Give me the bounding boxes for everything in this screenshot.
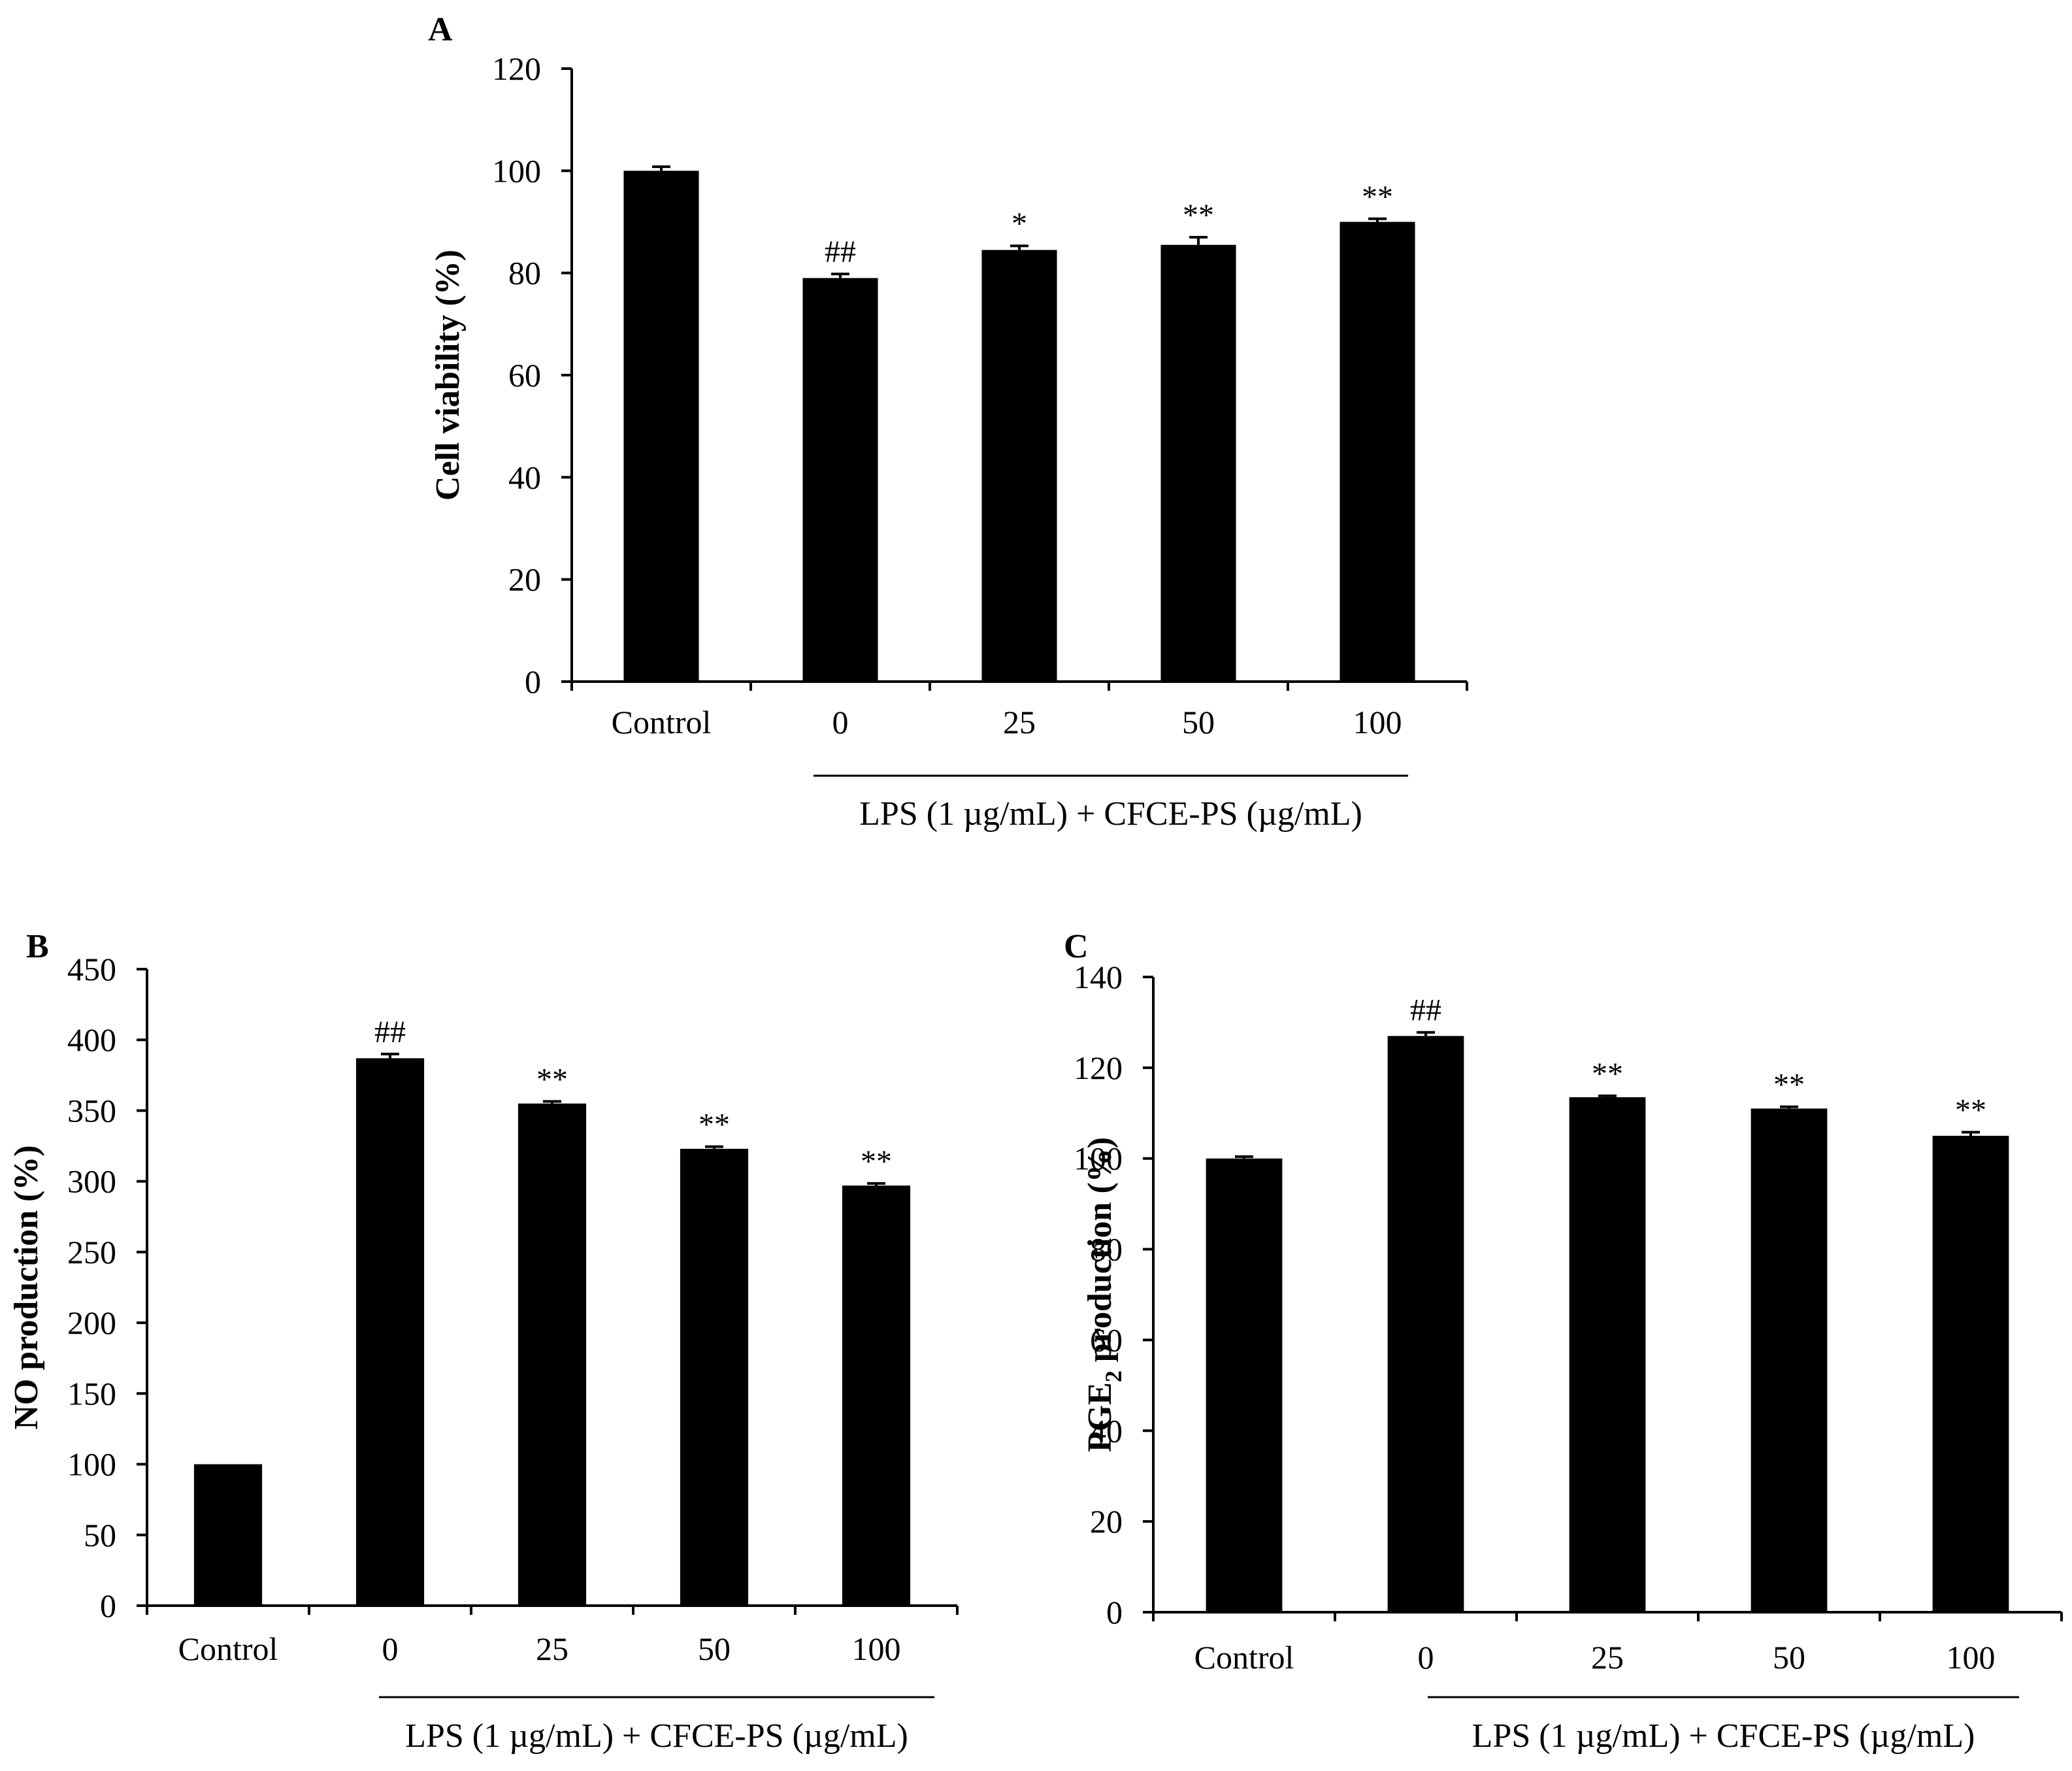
- y-tick-label: 20: [508, 561, 541, 598]
- y-tick-label: 40: [1090, 1412, 1123, 1449]
- chart-panel-a: A 0 20 40 60 80 100 120 Control ## 0 * 25 ** 50 ** 100 LP…: [428, 11, 1468, 833]
- y-tick-label: 100: [492, 152, 541, 189]
- y-axis-label: PGE2 production (%): [1081, 1137, 1126, 1452]
- bar-100: [842, 1185, 911, 1606]
- bar-50: [1751, 1108, 1828, 1612]
- y-tick-label: 0: [525, 663, 541, 700]
- bar-control: [623, 171, 699, 682]
- y-tick-label: 80: [508, 255, 541, 291]
- y-axis-label-rest: production (%): [1081, 1137, 1119, 1370]
- y-axis-label: Cell viability (%): [429, 250, 467, 501]
- y-tick-label: 250: [67, 1234, 116, 1270]
- x-tick-label: 0: [832, 704, 849, 740]
- significance-mark: ##: [1410, 993, 1441, 1028]
- x-tick-label: 50: [1182, 704, 1215, 740]
- x-tick-label: 50: [698, 1630, 731, 1667]
- y-tick-label: 350: [67, 1092, 116, 1129]
- group-label: LPS (1 µg/mL) + CFCE-PS (µg/mL): [405, 1717, 908, 1755]
- bar-50: [680, 1148, 749, 1606]
- y-axis-label: NO production (%): [8, 1145, 45, 1429]
- y-tick-label: 50: [84, 1517, 116, 1553]
- x-tick-label: 100: [1947, 1639, 1996, 1676]
- y-tick-label: 100: [67, 1446, 116, 1483]
- y-tick-label: 120: [492, 50, 541, 87]
- bar-0: [802, 278, 878, 682]
- bar-100: [1340, 222, 1415, 682]
- significance-mark: ##: [825, 235, 856, 269]
- significance-mark: **: [861, 1144, 892, 1179]
- y-tick-label: 300: [67, 1163, 116, 1200]
- panel-letter: A: [428, 11, 453, 48]
- x-tick-label: Control: [1194, 1639, 1294, 1676]
- significance-mark: *: [1011, 207, 1027, 241]
- x-tick-label: Control: [612, 704, 712, 740]
- bar-control: [193, 1464, 263, 1606]
- x-tick-label: 100: [852, 1630, 901, 1667]
- panel-letter: C: [1064, 928, 1089, 965]
- y-tick-label: 0: [100, 1587, 116, 1624]
- group-label: LPS (1 µg/mL) + CFCE-PS (µg/mL): [1472, 1717, 1975, 1755]
- significance-mark: **: [1592, 1057, 1623, 1091]
- y-tick-label: 80: [1090, 1231, 1123, 1268]
- x-tick-label: 0: [382, 1630, 399, 1667]
- y-tick-label: 0: [1106, 1594, 1123, 1630]
- panel-letter: B: [26, 928, 49, 965]
- y-tick-label: 40: [508, 459, 541, 495]
- bar-control: [1206, 1158, 1283, 1612]
- bar-25: [518, 1103, 587, 1606]
- y-axis-label-subscript: 2: [1100, 1370, 1126, 1382]
- y-tick-label: 450: [67, 951, 116, 987]
- chart-panel-b: B 0 50 100 150 200 250 300 350 400 450 Control ## 0 **…: [8, 928, 959, 1755]
- y-tick-label: 200: [67, 1304, 116, 1341]
- bar-0: [355, 1058, 425, 1606]
- x-tick-label: 25: [1591, 1639, 1624, 1676]
- significance-mark: **: [1955, 1093, 1986, 1127]
- significance-mark: **: [1362, 180, 1393, 214]
- y-tick-label: 100: [1074, 1140, 1123, 1177]
- y-axis-label-main: PGE: [1081, 1382, 1119, 1452]
- significance-mark: **: [699, 1108, 730, 1142]
- bar-0: [1387, 1036, 1464, 1612]
- y-tick-label: 20: [1090, 1503, 1123, 1540]
- x-tick-label: 100: [1353, 704, 1402, 740]
- bar-25: [1569, 1097, 1646, 1612]
- y-tick-label: 400: [67, 1021, 116, 1058]
- bar-25: [981, 250, 1057, 682]
- significance-mark: **: [1773, 1068, 1805, 1102]
- bar-100: [1932, 1136, 2009, 1612]
- group-label: LPS (1 µg/mL) + CFCE-PS (µg/mL): [859, 795, 1362, 833]
- x-tick-label: Control: [178, 1630, 278, 1667]
- significance-mark: ##: [374, 1015, 406, 1050]
- y-tick-label: 60: [508, 357, 541, 393]
- x-tick-label: 25: [536, 1630, 568, 1667]
- y-tick-label: 150: [67, 1375, 116, 1412]
- x-tick-label: 0: [1418, 1639, 1434, 1676]
- significance-mark: **: [1183, 198, 1214, 233]
- x-tick-label: 50: [1773, 1639, 1805, 1676]
- significance-mark: **: [536, 1062, 568, 1097]
- x-tick-label: 25: [1003, 704, 1036, 740]
- chart-panel-c: C 0 20 40 60 80 100 120 140 Control ## 0 ** 25 ** 50 ** 1…: [1064, 928, 2063, 1755]
- y-tick-label: 140: [1074, 959, 1123, 995]
- y-tick-label: 60: [1090, 1321, 1123, 1358]
- bar-50: [1160, 244, 1236, 682]
- y-tick-label: 120: [1074, 1050, 1123, 1086]
